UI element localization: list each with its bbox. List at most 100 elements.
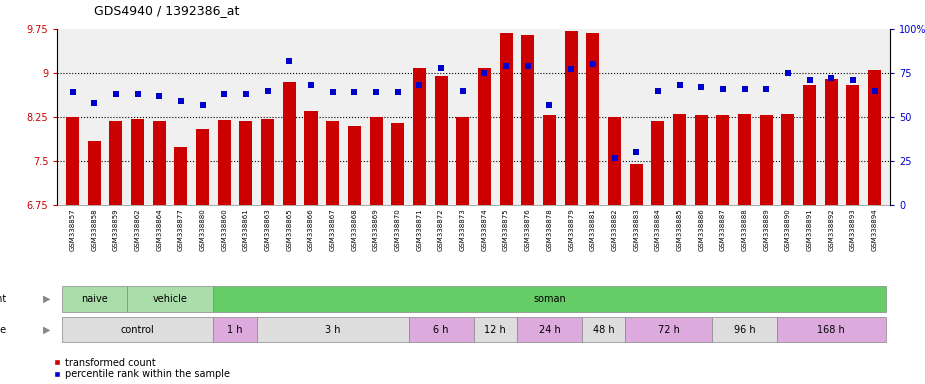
Bar: [586, 33, 599, 205]
Bar: [712, 317, 777, 342]
Point: [195, 102, 210, 108]
Point: [868, 88, 882, 94]
Text: 3 h: 3 h: [325, 324, 340, 335]
Text: 12 h: 12 h: [485, 324, 506, 335]
Point: [824, 75, 839, 81]
Bar: [240, 121, 253, 205]
Point: [758, 86, 773, 92]
Bar: [738, 114, 751, 205]
Point: [650, 88, 665, 94]
Point: [282, 58, 297, 64]
Bar: [62, 286, 127, 311]
Text: ▶: ▶: [43, 324, 50, 335]
Point: [477, 70, 492, 76]
Point: [563, 66, 578, 73]
Point: [369, 89, 384, 96]
Bar: [543, 115, 556, 205]
Point: [499, 63, 513, 69]
Point: [87, 100, 102, 106]
Point: [586, 61, 600, 67]
Text: control: control: [120, 324, 154, 335]
Bar: [127, 286, 214, 311]
Text: 96 h: 96 h: [734, 324, 756, 335]
Bar: [478, 68, 491, 205]
Text: naive: naive: [80, 294, 107, 304]
Bar: [695, 115, 708, 205]
Bar: [283, 82, 296, 205]
Point: [716, 86, 731, 92]
Bar: [196, 129, 209, 205]
Point: [108, 91, 123, 97]
Bar: [131, 119, 144, 205]
Bar: [214, 286, 885, 311]
Text: vehicle: vehicle: [153, 294, 188, 304]
Text: 72 h: 72 h: [658, 324, 680, 335]
Text: agent: agent: [0, 294, 6, 304]
Point: [845, 77, 860, 83]
Bar: [522, 35, 535, 205]
Bar: [257, 317, 409, 342]
Text: 6 h: 6 h: [433, 324, 449, 335]
Point: [303, 82, 318, 88]
Text: time: time: [0, 324, 6, 335]
Legend: transformed count, percentile rank within the sample: transformed count, percentile rank withi…: [53, 358, 229, 379]
Text: ▶: ▶: [43, 294, 50, 304]
Bar: [517, 317, 582, 342]
Bar: [214, 317, 257, 342]
Bar: [327, 121, 339, 205]
Point: [694, 84, 709, 90]
Point: [802, 77, 817, 83]
Bar: [716, 115, 730, 205]
Bar: [608, 117, 621, 205]
Point: [326, 89, 340, 96]
Bar: [759, 115, 772, 205]
Bar: [846, 85, 859, 205]
Bar: [88, 141, 101, 205]
Point: [629, 149, 644, 156]
Bar: [651, 121, 664, 205]
Point: [542, 102, 557, 108]
Point: [781, 70, 796, 76]
Bar: [391, 123, 404, 205]
Text: GDS4940 / 1392386_at: GDS4940 / 1392386_at: [94, 4, 240, 17]
Bar: [582, 317, 625, 342]
Bar: [630, 164, 643, 205]
Point: [347, 89, 362, 96]
Point: [390, 89, 405, 96]
Text: 1 h: 1 h: [228, 324, 243, 335]
Bar: [217, 120, 230, 205]
Point: [737, 86, 752, 92]
Bar: [782, 114, 795, 205]
Text: 168 h: 168 h: [818, 324, 845, 335]
Point: [239, 91, 253, 97]
Bar: [175, 147, 188, 205]
Bar: [409, 317, 474, 342]
Point: [130, 91, 145, 97]
Bar: [435, 76, 448, 205]
Bar: [261, 119, 274, 205]
Bar: [803, 85, 816, 205]
Point: [174, 98, 189, 104]
Point: [412, 82, 426, 88]
Point: [65, 89, 80, 96]
Point: [455, 88, 470, 94]
Bar: [825, 79, 838, 205]
Bar: [625, 317, 712, 342]
Point: [260, 88, 275, 94]
Bar: [66, 117, 79, 205]
Bar: [673, 114, 686, 205]
Point: [521, 63, 536, 69]
Bar: [348, 126, 361, 205]
Bar: [500, 33, 512, 205]
Text: 48 h: 48 h: [593, 324, 614, 335]
Bar: [153, 121, 166, 205]
Bar: [564, 31, 577, 205]
Bar: [304, 111, 317, 205]
Point: [607, 155, 622, 161]
Bar: [369, 117, 383, 205]
Text: 24 h: 24 h: [538, 324, 561, 335]
Point: [672, 82, 687, 88]
Bar: [869, 70, 882, 205]
Bar: [777, 317, 885, 342]
Point: [152, 93, 166, 99]
